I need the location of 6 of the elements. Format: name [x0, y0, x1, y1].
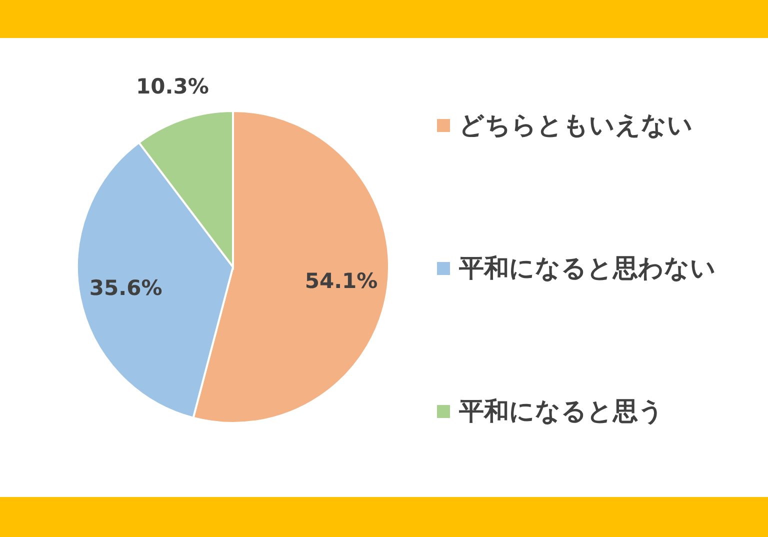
- data-label: 10.3%: [136, 74, 209, 99]
- legend-label: どちらともいえない: [459, 110, 693, 140]
- legend-label: 平和になると思う: [458, 396, 664, 426]
- legend-label: 平和になると思わない: [458, 254, 716, 282]
- data-label: 54.1%: [304, 269, 378, 294]
- data-label: 35.6%: [89, 276, 162, 300]
